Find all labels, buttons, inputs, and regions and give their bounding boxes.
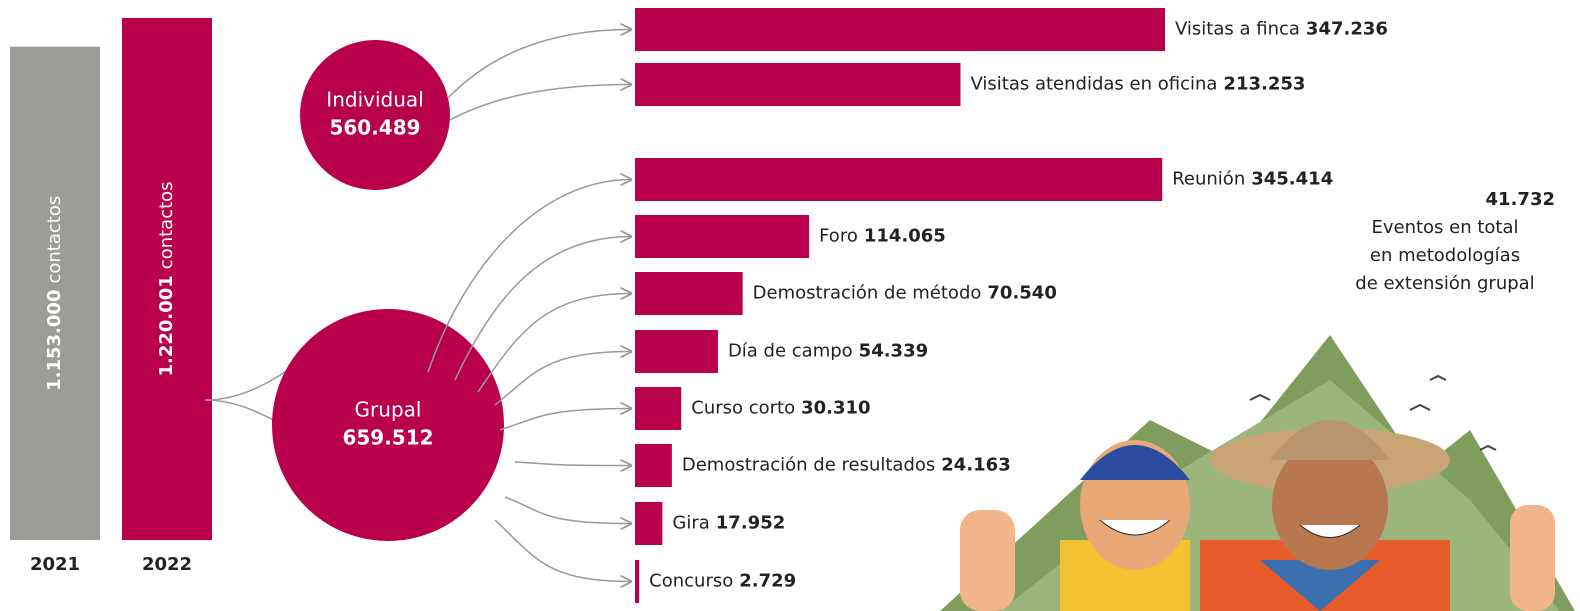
bar bbox=[635, 8, 1165, 51]
arrow bbox=[448, 30, 631, 99]
bar bbox=[635, 387, 681, 430]
bar-label: Día de campo 54.339 bbox=[728, 341, 928, 362]
value-label: 1.153.000 bbox=[44, 290, 65, 391]
annotation-value: 41.732 bbox=[1486, 189, 1555, 210]
group-name: Grupal bbox=[355, 398, 422, 422]
unit-label: contactos bbox=[156, 181, 177, 269]
value-label: 30.310 bbox=[801, 398, 870, 419]
value-label: 1.220.001 bbox=[156, 275, 177, 376]
column-label: 1.220.001 contactos bbox=[156, 181, 177, 376]
infographic: 1.153.000 contactos 2021 1.220.001 contactos… bbox=[0, 0, 1580, 611]
bar bbox=[635, 502, 662, 545]
bar-label: Curso corto 30.310 bbox=[691, 398, 870, 419]
arrow bbox=[450, 85, 631, 121]
annotation-text: de extensión grupal bbox=[1355, 273, 1534, 294]
bar bbox=[635, 330, 718, 373]
year-label: 2021 bbox=[30, 554, 80, 575]
illustration bbox=[940, 335, 1575, 611]
category-label: Gira bbox=[672, 513, 709, 534]
bar-label: Visitas a finca 347.236 bbox=[1175, 19, 1388, 40]
category-label: Demostración de método bbox=[753, 283, 982, 304]
arrow bbox=[495, 352, 631, 406]
arrow bbox=[500, 409, 631, 431]
category-label: Día de campo bbox=[728, 341, 853, 362]
value-label: 114.065 bbox=[864, 226, 946, 247]
arrow bbox=[495, 520, 631, 582]
value-label: 17.952 bbox=[716, 513, 785, 534]
annotation-text: en metodologías bbox=[1370, 245, 1520, 266]
group-value: 659.512 bbox=[342, 426, 433, 450]
category-label: Demostración de resultados bbox=[682, 455, 935, 476]
bar bbox=[635, 158, 1162, 201]
column-label: 1.153.000 contactos bbox=[44, 196, 65, 391]
bar bbox=[635, 63, 960, 106]
value-label: 213.253 bbox=[1223, 74, 1305, 95]
year-label: 2022 bbox=[142, 554, 192, 575]
bar-label: Reunión 345.414 bbox=[1172, 169, 1333, 190]
group-value: 560.489 bbox=[329, 116, 420, 140]
category-label: Visitas atendidas en oficina bbox=[970, 74, 1217, 95]
bar-label: Demostración de resultados 24.163 bbox=[682, 455, 1011, 476]
arrow bbox=[515, 462, 631, 466]
annotation-text: Eventos en total bbox=[1371, 217, 1518, 238]
arrow bbox=[505, 497, 631, 524]
bar bbox=[635, 444, 672, 487]
category-label: Visitas a finca bbox=[1175, 19, 1300, 40]
value-label: 54.339 bbox=[859, 341, 928, 362]
value-label: 345.414 bbox=[1251, 169, 1333, 190]
bar bbox=[635, 215, 809, 258]
unit-label: contactos bbox=[44, 196, 65, 284]
group-name: Individual bbox=[326, 88, 423, 112]
arrow bbox=[478, 294, 631, 393]
category-label: Concurso bbox=[649, 571, 733, 592]
category-label: Foro bbox=[819, 226, 858, 247]
bar-label: Concurso 2.729 bbox=[649, 571, 796, 592]
category-label: Reunión bbox=[1172, 169, 1245, 190]
bar-label: Foro 114.065 bbox=[819, 226, 946, 247]
value-label: 24.163 bbox=[941, 455, 1010, 476]
bar bbox=[635, 272, 743, 315]
bar-label: Gira 17.952 bbox=[672, 513, 785, 534]
category-label: Curso corto bbox=[691, 398, 795, 419]
bar bbox=[635, 560, 639, 603]
value-label: 2.729 bbox=[739, 571, 796, 592]
value-label: 70.540 bbox=[987, 283, 1056, 304]
bar-label: Visitas atendidas en oficina 213.253 bbox=[970, 74, 1305, 95]
value-label: 347.236 bbox=[1306, 19, 1388, 40]
